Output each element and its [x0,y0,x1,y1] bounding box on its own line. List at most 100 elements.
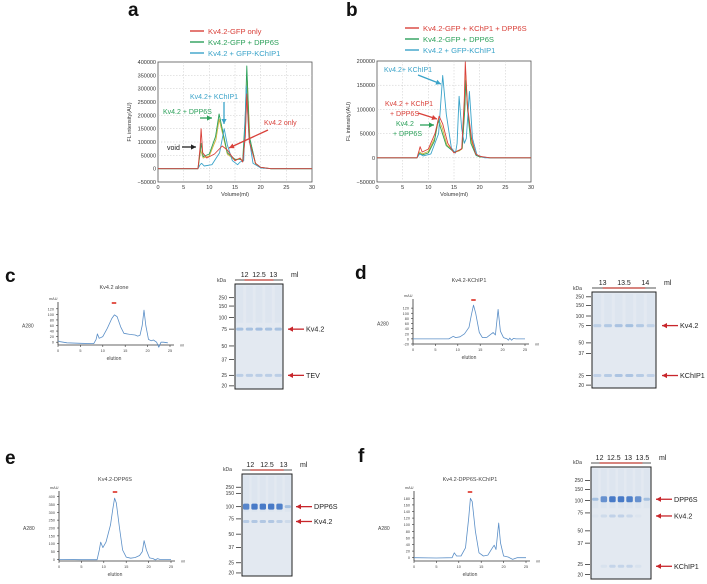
annotation-kchip1-dpp6s: Kv4.2 + KChP1 [385,101,433,108]
gel-band-kv4.2 [243,519,250,523]
a280-trace [413,497,526,560]
panel-letter-d: d [355,263,367,284]
x-tick-label: 20 [145,349,149,353]
marker-label: 150 [575,487,584,493]
gel-band-kchip1 [600,564,608,568]
y-tick-label: 20 [406,550,410,554]
gel-band-kchip1 [634,564,642,568]
gel-band-kv4.2 [245,327,254,331]
marker-label: 75 [578,323,584,329]
y-tick-label: 160 [404,503,410,507]
gel-band-kv4.2 [593,324,602,328]
gel-background [241,473,293,577]
y-tick-label: 300000 [138,87,156,93]
band-arrow-dpp6s-head [296,504,301,510]
band-label-kv4.2: Kv4.2 [680,321,698,330]
marker-label: 50 [228,532,234,538]
series-line-kv4-2-gfp-kchip1 [158,85,312,170]
y-tick-label: 200000 [357,59,375,65]
y-tick-label: 180 [404,497,410,501]
panel-letter-a: a [128,0,139,21]
y-axis-label: FL intensity(AU) [127,102,133,141]
gel-lane-streak [636,294,644,328]
y-tick-label: 150000 [357,83,375,89]
x-tick-label: 20 [501,565,505,569]
y-axis-label: A280 [22,324,34,330]
y-tick-label: 60 [406,536,410,540]
marker-label: 100 [576,314,585,320]
marker-label: 20 [577,572,583,578]
x-axis-label: elution [462,355,477,361]
gel-band-kchip1 [626,564,633,568]
band-arrow-dpp6s-head [656,496,661,502]
x-tick-label: 10 [456,348,460,352]
gel-band-kchip1 [614,374,623,378]
a280-trace [413,304,525,341]
marker-label: 25 [221,373,227,379]
annotation-kchip1: Kv4.2+ KChIP1 [384,67,432,74]
chart-title: Kv4.2-DPP6S [98,477,132,483]
marker-label: 20 [221,384,227,390]
y-tick-label: -20 [404,343,410,347]
y-unit-label: mAU [50,486,59,490]
gel-band-tev [264,373,273,377]
fraction-label: 12 [246,462,254,469]
x-axis-label: elution [463,572,478,578]
ml-label: ml [291,272,299,279]
gel-lane-streak [259,476,266,512]
band-arrow-kv4.2-head [656,513,661,519]
gel-band-kv4.2 [251,519,258,523]
gel-band-kv4.2 [609,514,616,518]
y-tick-label: 150 [49,534,55,538]
legend-label: Kv4.2 + GFP-KChIP1 [423,46,495,55]
gel-band-kv4.2 [592,514,599,518]
marker-label: 50 [221,344,227,350]
band-arrow-kchip1-head [662,372,667,379]
x-tick-label: 0 [156,185,159,191]
legend-label: Kv4.2-GFP only [208,27,262,36]
x-tick-label: 0 [375,185,378,191]
legend-label: Kv4.2-GFP + DPP6S [423,35,494,44]
marker-label: 20 [578,383,584,389]
gel-lane-streak [268,476,275,512]
gel-band-dpp6s [268,503,275,510]
y-tick-label: 250000 [138,100,156,106]
gel-band-kv4.2 [274,327,282,331]
chart-title: Kv4.2 alone [99,285,128,291]
arrow-void-head [191,144,196,150]
y-tick-label: 20 [405,332,409,336]
band-arrow-tev-head [288,372,293,378]
gel-band-kv4.2 [255,327,263,331]
gel-band-kv4.2 [600,514,608,518]
gel-band-kv4.2 [614,324,623,328]
gel-band-kchip1 [635,374,645,378]
marker-label: 250 [576,295,585,301]
gel-band-kchip1 [617,564,625,568]
gel-band-dpp6s [600,496,608,503]
x-tick-label: 0 [57,349,59,353]
band-label-kv4.2: Kv4.2 [306,325,324,334]
band-label-dpp6s: DPP6S [314,502,338,511]
y-tick-label: 50 [51,550,55,554]
marker-label: 100 [575,498,584,504]
x-tick-label: 20 [500,348,504,352]
band-arrow-kchip1-head [656,563,661,569]
panel-letter-f: f [358,446,365,467]
y-tick-label: 0 [372,156,375,162]
gel-band-kchip1 [603,374,613,378]
legend-label: Kv4.2-GFP + DPP6S [208,38,279,47]
gel-band-dpp6s [609,496,616,503]
y-tick-label: 150000 [138,127,156,133]
y-tick-label: 100000 [138,140,156,146]
marker-label: 25 [228,561,234,567]
y-tick-label: 250 [49,519,55,523]
band-label-kv4.2: Kv4.2 [314,517,332,526]
fraction-label: 12.5 [260,462,274,469]
gel-lane-streak [255,286,263,323]
